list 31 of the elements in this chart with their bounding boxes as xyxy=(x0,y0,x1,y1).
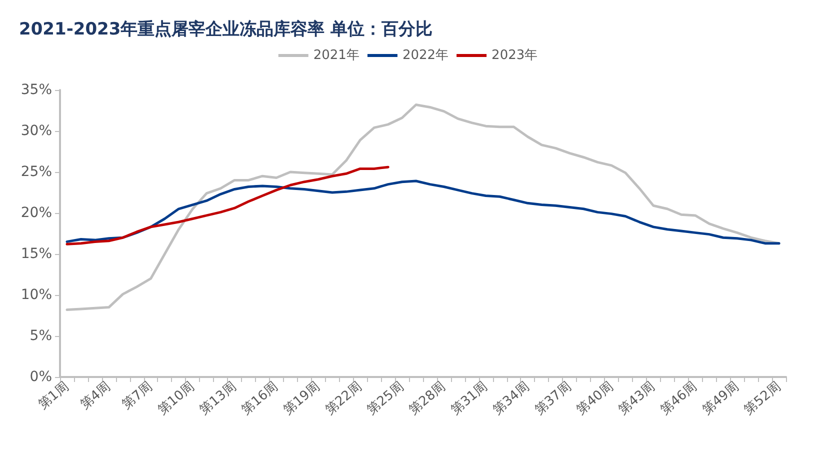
x-tick-label: 第40周 xyxy=(574,379,616,418)
x-tick-label: 第4周 xyxy=(78,379,114,413)
x-tick-label: 第49周 xyxy=(700,379,742,418)
y-tick-label: 0% xyxy=(30,369,52,385)
x-tick-label: 第34周 xyxy=(490,379,533,418)
x-tick-label: 第52周 xyxy=(742,379,784,418)
x-tick-label: 第13周 xyxy=(197,379,240,418)
legend-label: 2023年 xyxy=(492,48,538,63)
x-tick-label: 第19周 xyxy=(280,379,324,418)
x-tick-label: 第7周 xyxy=(120,379,156,413)
y-tick-label: 20% xyxy=(20,205,52,221)
x-tick-label: 第10周 xyxy=(155,379,198,418)
x-tick-label: 第28周 xyxy=(406,379,449,418)
x-tick-label: 第37周 xyxy=(532,379,574,418)
x-tick-label: 第22周 xyxy=(322,379,365,418)
x-tick-label: 第25周 xyxy=(364,379,407,418)
y-tick-label: 5% xyxy=(30,328,52,344)
line-series xyxy=(66,166,390,246)
x-tick-label: 第16周 xyxy=(238,379,282,418)
legend-label: 2021年 xyxy=(313,48,360,63)
x-tick-label: 第31周 xyxy=(448,379,491,418)
chart-title: 2021-2023年重点屠宰企业冻品库容率 单位：百分比 xyxy=(19,20,433,40)
x-tick-label: 第46周 xyxy=(658,379,700,418)
line-series xyxy=(66,180,780,245)
y-tick-label: 30% xyxy=(20,123,52,139)
legend-label: 2022年 xyxy=(402,48,449,63)
y-tick-label: 10% xyxy=(20,287,52,303)
y-tick-label: 15% xyxy=(20,246,52,262)
y-tick-label: 35% xyxy=(20,82,52,98)
y-tick-label: 25% xyxy=(20,164,52,180)
x-tick-label: 第43周 xyxy=(616,379,658,418)
